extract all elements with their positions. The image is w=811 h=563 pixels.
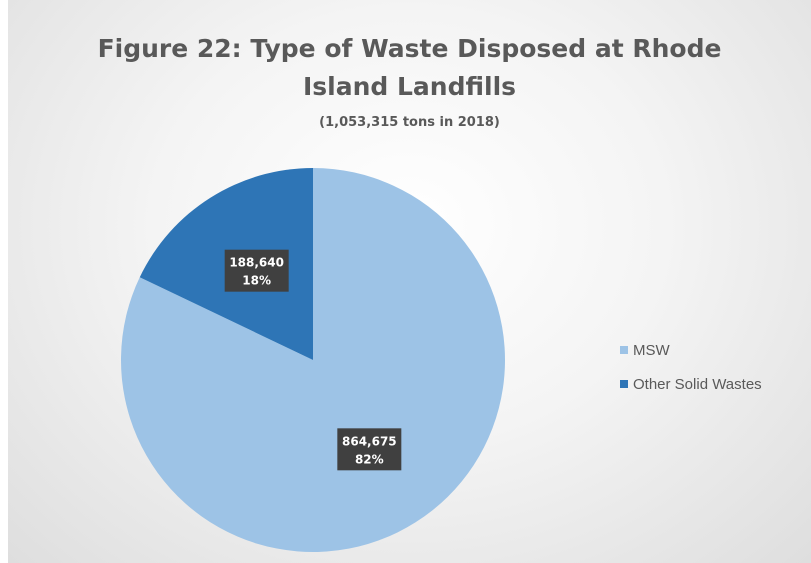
data-label-percent: 82% [355,452,384,466]
data-label-box [337,428,402,471]
chart-subtitle: (1,053,315 tons in 2018) [319,115,500,130]
data-label-value: 864,675 [342,434,397,448]
data-label-value: 188,640 [229,256,284,270]
chart-title-line-2: Island Landfills [302,72,517,101]
data-label-other-solid-wastes: 188,640 18% [224,249,289,292]
chart-title-line-1: Figure 22: Type of Waste Disposed at Rho… [97,34,722,63]
legend-label-other-solid-wastes: Other Solid Wastes [633,375,762,393]
legend-item-msw: MSW [620,340,762,360]
legend-swatch-msw [620,346,628,354]
data-label-msw: 864,675 82% [337,428,402,471]
legend-label-msw: MSW [633,341,670,359]
chart-area: Figure 22: Type of Waste Disposed at Rho… [8,0,811,563]
chart-title: Figure 22: Type of Waste Disposed at Rho… [8,30,811,106]
data-label-percent: 18% [242,274,271,288]
legend-swatch-other-solid-wastes [620,380,628,388]
legend-item-other-solid-wastes: Other Solid Wastes [620,374,762,394]
pie-slice-msw [121,168,506,553]
data-label-box [224,249,289,292]
legend: MSW Other Solid Wastes [620,340,762,408]
pie-chart: 864,675 82% 188,640 18% [121,168,506,553]
